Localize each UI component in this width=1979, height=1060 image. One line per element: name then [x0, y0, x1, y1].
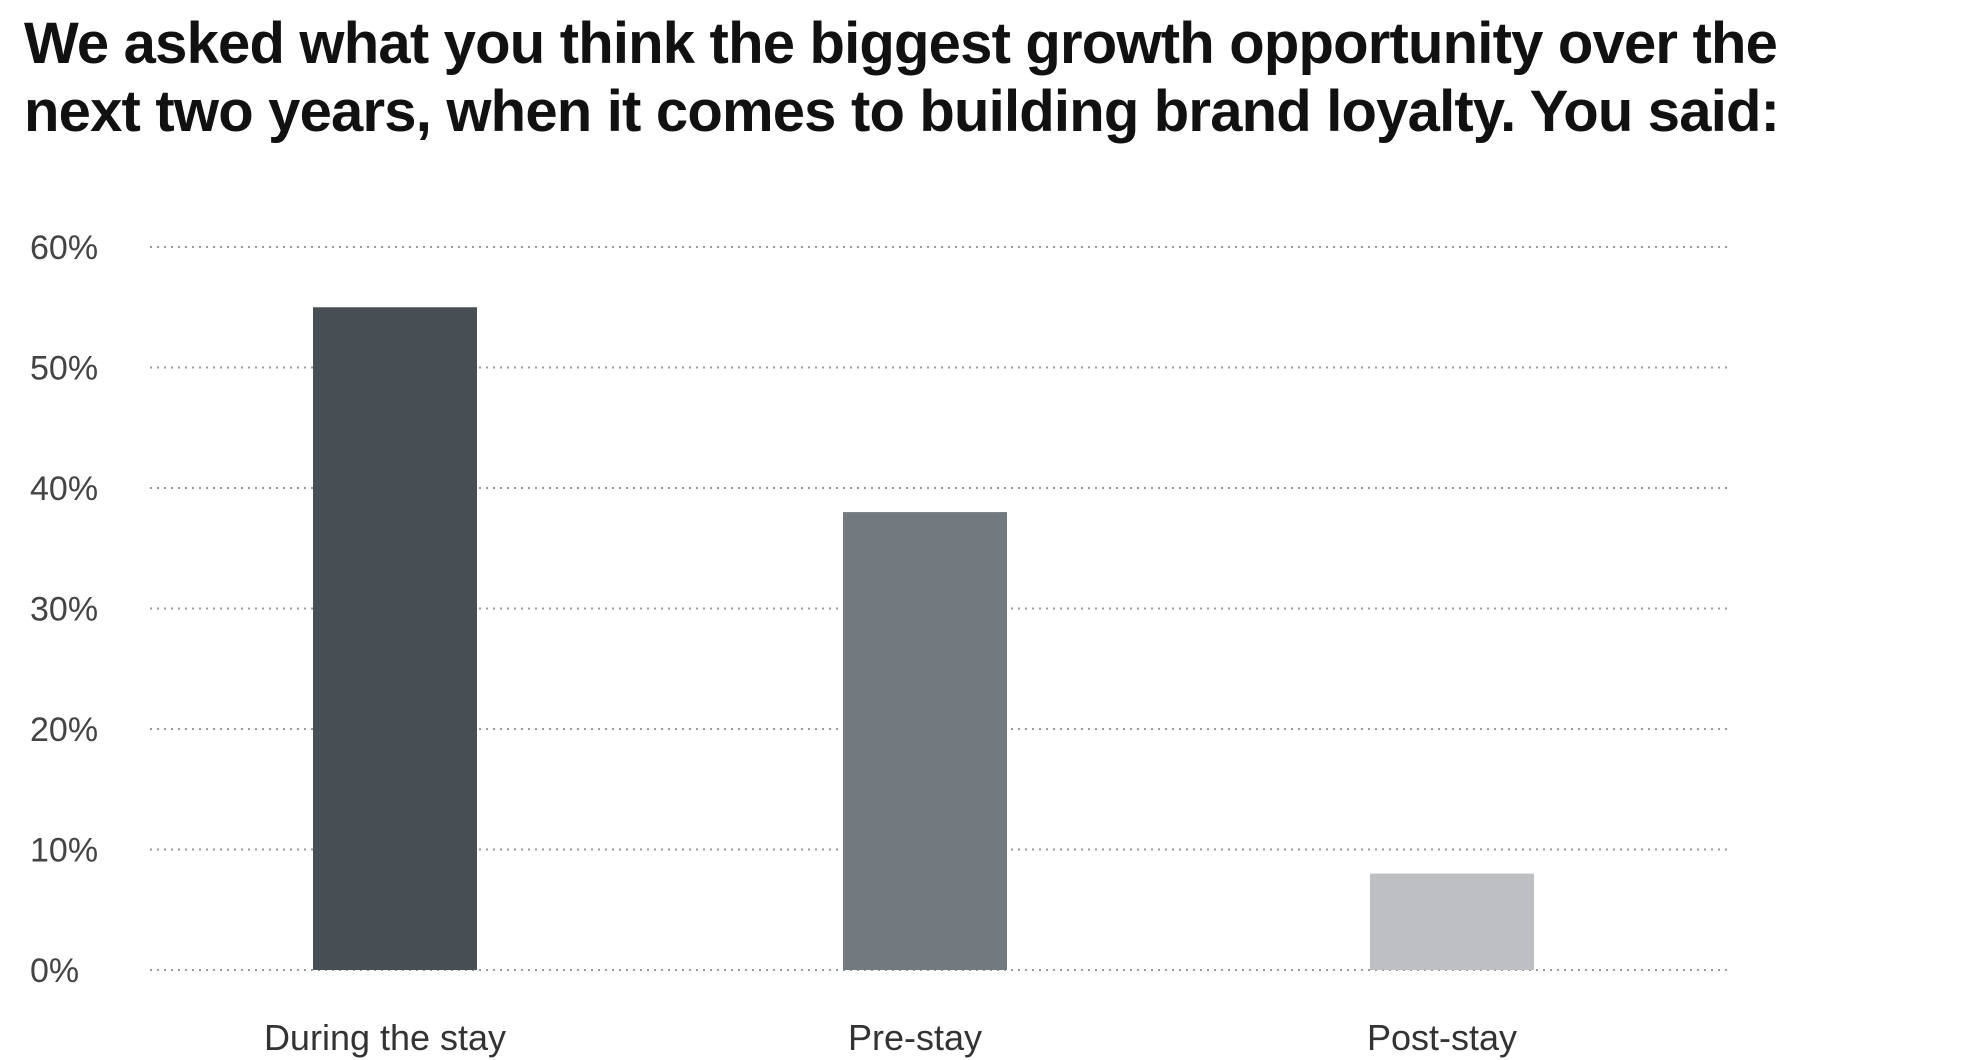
chart-title: We asked what you think the biggest grow… — [24, 10, 1780, 146]
y-tick-label: 0% — [30, 952, 79, 990]
y-tick-label: 20% — [30, 711, 98, 749]
x-category-label: Pre-stay — [848, 1017, 982, 1058]
title-line-2: next two years, when it comes to buildin… — [24, 79, 1780, 144]
y-tick-label: 60% — [30, 229, 98, 267]
y-tick-label: 10% — [30, 832, 98, 870]
y-tick-label: 40% — [30, 470, 98, 508]
x-category-label: During the stay — [264, 1017, 506, 1058]
title-line-1: We asked what you think the biggest grow… — [24, 11, 1778, 76]
x-category-label: Post-stay — [1367, 1017, 1517, 1058]
bar — [1370, 873, 1534, 970]
bar — [843, 512, 1007, 970]
y-tick-label: 50% — [30, 350, 98, 388]
bar — [313, 307, 477, 970]
y-tick-label: 30% — [30, 591, 98, 629]
